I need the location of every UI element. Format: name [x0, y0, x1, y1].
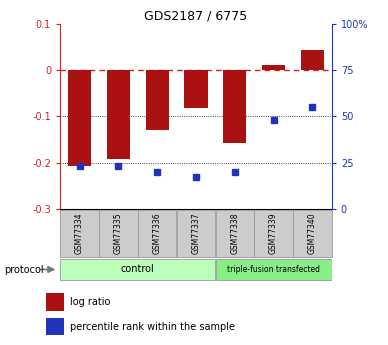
Text: protocol: protocol	[4, 265, 43, 275]
FancyBboxPatch shape	[255, 210, 293, 257]
FancyBboxPatch shape	[61, 210, 99, 257]
Text: triple-fusion transfected: triple-fusion transfected	[227, 265, 320, 274]
Bar	[46, 293, 64, 310]
Bar	[146, 70, 169, 130]
Text: GSM77335: GSM77335	[114, 212, 123, 254]
Text: GSM77339: GSM77339	[269, 212, 278, 254]
Bar	[184, 70, 208, 108]
Bar	[68, 70, 91, 166]
Text: GSM77340: GSM77340	[308, 212, 317, 254]
Text: GSM77334: GSM77334	[75, 212, 84, 254]
FancyBboxPatch shape	[177, 210, 215, 257]
Text: log ratio: log ratio	[69, 297, 110, 307]
Text: GSM77337: GSM77337	[191, 212, 201, 254]
Bar	[107, 70, 130, 159]
Text: GSM77338: GSM77338	[230, 212, 239, 254]
Text: percentile rank within the sample: percentile rank within the sample	[69, 322, 234, 332]
FancyBboxPatch shape	[138, 210, 176, 257]
Title: GDS2187 / 6775: GDS2187 / 6775	[144, 10, 248, 23]
Bar	[223, 70, 246, 143]
Text: GSM77336: GSM77336	[152, 212, 162, 254]
FancyBboxPatch shape	[216, 210, 254, 257]
FancyBboxPatch shape	[61, 259, 215, 280]
FancyBboxPatch shape	[99, 210, 138, 257]
FancyBboxPatch shape	[216, 259, 332, 280]
Bar	[262, 65, 285, 70]
Text: control: control	[121, 265, 154, 274]
FancyBboxPatch shape	[293, 210, 332, 257]
Bar	[301, 50, 324, 70]
Bar	[46, 318, 64, 335]
